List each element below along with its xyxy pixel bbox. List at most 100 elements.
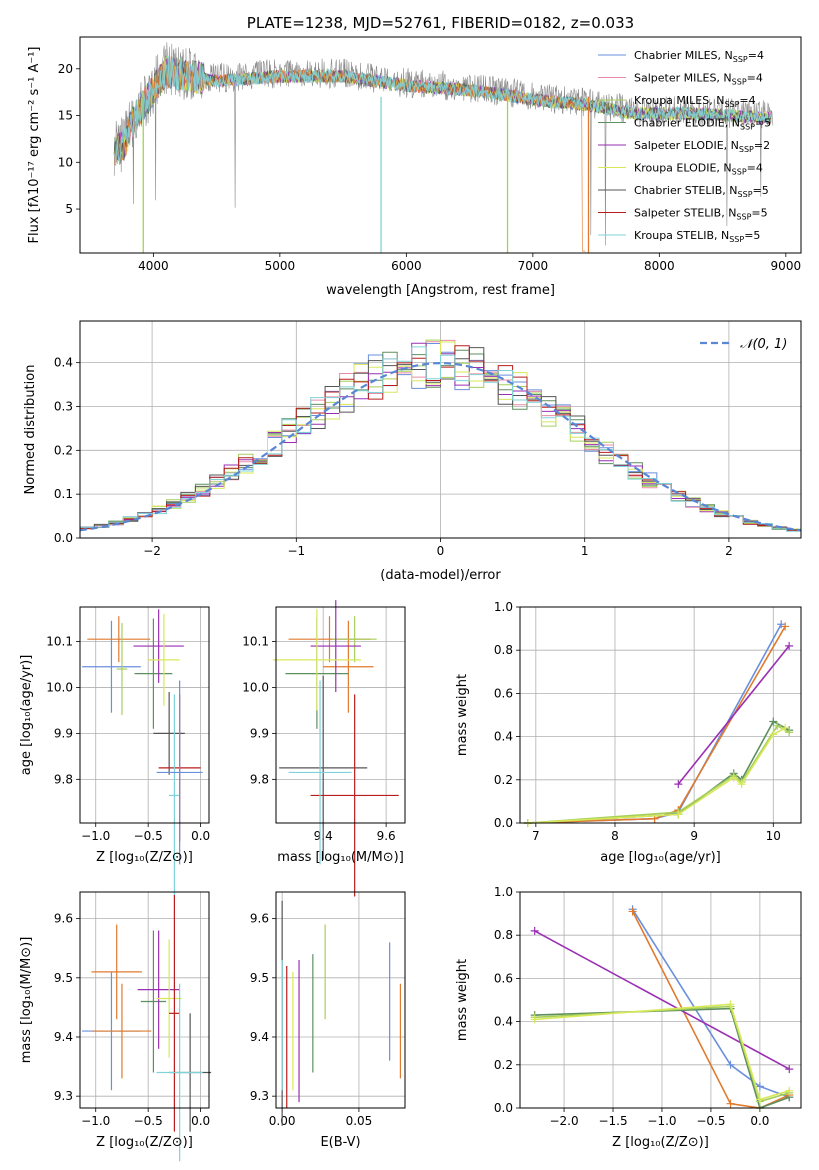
legend-subscript: SSP <box>729 235 744 244</box>
legend-entry: Salpeter ELODIE, NSSP=2 <box>634 139 770 154</box>
x-tick-label: 6000 <box>391 259 422 273</box>
y-tick-label: 0.4 <box>494 730 513 744</box>
residuals-histogram: −2 −1 0 1 2 0.0 0.1 0.2 0.3 0.4 (data-model)/error… <box>23 320 802 583</box>
errorbar-point <box>133 609 184 683</box>
x-tick-label: −1 <box>287 544 305 558</box>
x-tick-label: 0 <box>437 544 445 558</box>
spectrum-plot: 4000 5000 6000 7000 8000 9000 5 10 15 20 wavelengt… <box>27 14 802 298</box>
plus-marker <box>726 1000 735 1009</box>
mass-vs-reddening-plot: 0.00 0.059.39.49.59.6E(B-V) <box>250 891 406 1150</box>
y-tick-label: 9.8 <box>54 772 73 786</box>
legend-count: =4 <box>747 162 763 175</box>
y-tick-label: 10.1 <box>46 634 73 648</box>
plus-marker <box>769 717 778 726</box>
x-tick-label: 5000 <box>265 259 296 273</box>
axes-frame <box>79 36 802 254</box>
legend-entry: 𝒩(0, 1) <box>740 337 787 352</box>
y-tick-label: 9.9 <box>250 726 269 740</box>
x-tick-label: 0.0 <box>191 1114 210 1128</box>
x-axis-label: age [log₁₀(age/yr)] <box>600 850 721 865</box>
legend-subscript: SSP <box>724 100 739 109</box>
x-tick-label: 0.0 <box>750 1114 769 1128</box>
legend-entry: Chabrier ELODIE, NSSP=5 <box>634 117 771 132</box>
plus-marker <box>781 622 790 631</box>
x-tick-label: 4000 <box>138 259 169 273</box>
x-axis-label: Z [log₁₀(Z/Z⊙)] <box>96 850 193 865</box>
histogram-series <box>80 347 801 538</box>
y-tick-label: 9.9 <box>54 726 73 740</box>
x-tick-label: 1 <box>581 544 589 558</box>
y-tick-label: 0.0 <box>494 816 513 830</box>
axes-frame <box>79 320 802 539</box>
errorbar-point <box>91 924 142 1020</box>
age-vs-metallicity-plot: −1.0 −0.5 0.0 9.8 9.9 10.0 10.1 Z [log₁₀(Z/Z⊙)]… <box>19 606 210 897</box>
errorbar-point <box>156 939 182 1058</box>
x-tick-label: 7 <box>532 829 540 843</box>
axes-frame <box>519 606 802 824</box>
x-tick-label: 8000 <box>644 259 675 273</box>
errorbar-point <box>140 930 166 1073</box>
x-tick-label: −0.5 <box>134 1114 163 1128</box>
errorbar-point <box>156 680 203 865</box>
y-tick-label: 9.4 <box>54 1030 73 1044</box>
y-tick-label: 9.5 <box>250 971 269 985</box>
plus-marker <box>785 728 794 737</box>
x-tick-label: 0.0 <box>191 829 210 843</box>
mass-vs-metallicity-plot: −1.0 −0.5 0.0 9.3 9.4 9.5 9.6 Z [log₁₀(Z/Z⊙)] ma… <box>19 891 212 1162</box>
x-tick-label: 9.6 <box>377 829 396 843</box>
mass-weight-vs-age-plot: 7 8 9 10 0.0 0.2 0.4 0.6 0.8 1.0 age [log₁₀(age/yr… <box>455 600 802 865</box>
axes-frame <box>79 606 210 824</box>
plus-marker <box>769 730 778 739</box>
plus-marker <box>530 1015 539 1024</box>
y-tick-label: 0.2 <box>54 443 73 457</box>
chart-title: PLATE=1238, MJD=52761, FIBERID=0182, z=0… <box>247 14 634 32</box>
plus-marker <box>755 1095 764 1104</box>
y-tick-label: 0.8 <box>494 643 513 657</box>
y-tick-label: 9.6 <box>250 912 269 926</box>
legend-name: Kroupa ELODIE, N <box>634 162 732 175</box>
legend-subscript: SSP <box>740 123 755 132</box>
axes-frame <box>275 891 406 1109</box>
x-tick-label: −0.5 <box>696 1114 725 1128</box>
y-tick-label: 9.8 <box>250 772 269 786</box>
x-axis-label: (data-model)/error <box>380 568 501 583</box>
y-tick-label: 9.6 <box>54 912 73 926</box>
errorbar-point <box>310 600 361 693</box>
legend-entry: Kroupa MILES, NSSP=4 <box>634 94 756 109</box>
legend-count: =2 <box>754 139 770 152</box>
x-tick-label: −1.0 <box>647 1114 676 1128</box>
mass-weight-line <box>527 625 786 824</box>
plus-marker <box>781 723 790 732</box>
histogram-steps <box>80 339 801 538</box>
axes-frame <box>519 891 802 1109</box>
mass-weight-line <box>677 645 790 785</box>
errorbar-point <box>137 930 180 1049</box>
y-axis-label: Normed distribution <box>23 365 38 495</box>
y-tick-label: 0.3 <box>54 399 73 413</box>
y-tick-label: 0.6 <box>494 686 513 700</box>
plus-marker <box>755 1082 764 1091</box>
x-tick-label: 9000 <box>771 259 802 273</box>
y-tick-label: 9.5 <box>54 971 73 985</box>
x-tick-label: 10 <box>766 829 781 843</box>
legend-entry: Salpeter STELIB, NSSP=5 <box>634 207 768 222</box>
y-axis-label: mass weight <box>455 674 470 756</box>
x-tick-label: −2 <box>143 544 161 558</box>
legend-subscript: SSP <box>738 190 753 199</box>
plus-marker <box>785 1065 794 1074</box>
y-tick-label: 0.2 <box>494 1058 513 1072</box>
x-tick-label: −1.0 <box>81 1114 110 1128</box>
errorbar-point <box>92 983 152 1079</box>
y-tick-label: 20 <box>58 62 73 76</box>
y-tick-label: 10.0 <box>242 680 269 694</box>
y-tick-label: 9.3 <box>250 1089 269 1103</box>
y-tick-label: 10 <box>58 155 73 169</box>
plus-marker <box>785 641 794 650</box>
legend-name: Salpeter STELIB, N <box>634 207 736 220</box>
errorbar-point <box>156 983 203 1162</box>
plus-marker <box>674 810 683 819</box>
plus-marker <box>674 780 683 789</box>
y-tick-label: 0.0 <box>494 1101 513 1115</box>
